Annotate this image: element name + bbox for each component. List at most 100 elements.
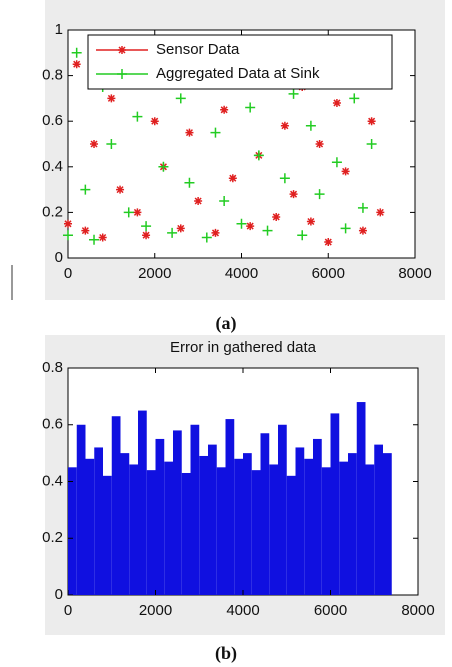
bar — [278, 424, 287, 595]
marker — [98, 233, 107, 242]
marker — [358, 226, 367, 235]
legend-label: Sensor Data — [156, 41, 240, 58]
marker — [72, 60, 81, 69]
bar — [181, 472, 191, 595]
marker — [90, 140, 99, 148]
marker — [219, 196, 230, 206]
bar — [103, 475, 112, 595]
marker — [306, 217, 315, 226]
bar — [365, 464, 375, 595]
bar — [295, 447, 305, 595]
marker — [107, 94, 116, 103]
marker — [366, 139, 377, 149]
marker — [280, 121, 289, 130]
x-tick-label: 8000 — [398, 265, 431, 282]
marker — [176, 224, 185, 233]
marker — [228, 174, 237, 183]
bar — [199, 455, 208, 595]
marker — [71, 47, 82, 58]
marker — [288, 88, 299, 99]
marker — [142, 231, 151, 240]
marker — [175, 93, 186, 104]
bar — [85, 458, 95, 595]
marker — [220, 105, 229, 114]
y-tick-label: 1 — [55, 21, 63, 38]
x-tick-label: 6000 — [314, 602, 347, 619]
marker — [80, 184, 91, 195]
marker — [63, 230, 73, 241]
y-tick-label: 0.2 — [42, 529, 63, 546]
bar — [286, 475, 296, 595]
marker — [253, 150, 264, 161]
y-tick-label: 0.8 — [42, 67, 63, 84]
bar — [208, 444, 217, 595]
legend-marker — [118, 46, 126, 54]
marker — [279, 173, 290, 184]
bar — [251, 470, 261, 595]
marker — [245, 102, 256, 113]
marker — [210, 127, 221, 138]
marker — [211, 228, 220, 237]
y-tick-label: 0.6 — [42, 416, 63, 433]
bar — [164, 461, 173, 595]
bar — [76, 424, 86, 595]
marker — [314, 189, 325, 200]
marker — [116, 185, 125, 194]
marker — [236, 218, 247, 229]
marker — [246, 222, 255, 231]
marker — [262, 225, 273, 236]
y-tick-label: 0.4 — [42, 158, 63, 175]
marker — [141, 221, 152, 232]
y-tick-label: 0.4 — [42, 472, 63, 489]
marker — [305, 120, 316, 131]
marker — [158, 161, 169, 172]
bar — [129, 464, 138, 595]
marker — [184, 177, 195, 188]
marker — [64, 219, 72, 228]
bar — [304, 458, 313, 595]
bar — [260, 433, 270, 595]
marker — [132, 111, 143, 122]
bar — [155, 438, 165, 595]
bar — [313, 438, 322, 595]
marker — [289, 190, 298, 199]
bar — [94, 447, 103, 595]
caption: (b) — [215, 643, 237, 664]
legend — [87, 34, 393, 90]
legend-marker — [117, 69, 127, 79]
x-tick-label: 8000 — [401, 602, 434, 619]
bar — [111, 416, 121, 595]
marker — [376, 208, 385, 217]
y-tick-label: 0 — [55, 249, 63, 266]
marker — [331, 157, 342, 168]
bar — [330, 413, 340, 595]
x-tick-label: 2000 — [139, 602, 172, 619]
bar — [234, 458, 243, 595]
marker — [324, 238, 333, 247]
bar — [356, 402, 366, 595]
marker — [123, 207, 134, 218]
bar — [173, 430, 182, 595]
bar — [383, 453, 392, 595]
marker — [332, 98, 341, 107]
bar — [190, 424, 200, 595]
bar — [146, 470, 156, 595]
chart-title: Error in gathered data — [170, 339, 317, 356]
marker — [272, 212, 281, 221]
x-tick-label: 6000 — [312, 265, 345, 282]
marker — [201, 232, 212, 243]
x-tick-label: 4000 — [226, 602, 259, 619]
marker — [341, 167, 350, 176]
marker — [81, 226, 90, 235]
y-tick-label: 0 — [55, 586, 63, 603]
marker — [367, 117, 376, 126]
marker — [349, 93, 360, 104]
marker — [167, 227, 178, 238]
marker — [133, 208, 142, 217]
bar — [216, 467, 226, 595]
bar — [374, 444, 383, 595]
marker — [106, 139, 117, 149]
y-tick-label: 0.8 — [42, 359, 63, 376]
bar — [138, 410, 147, 595]
